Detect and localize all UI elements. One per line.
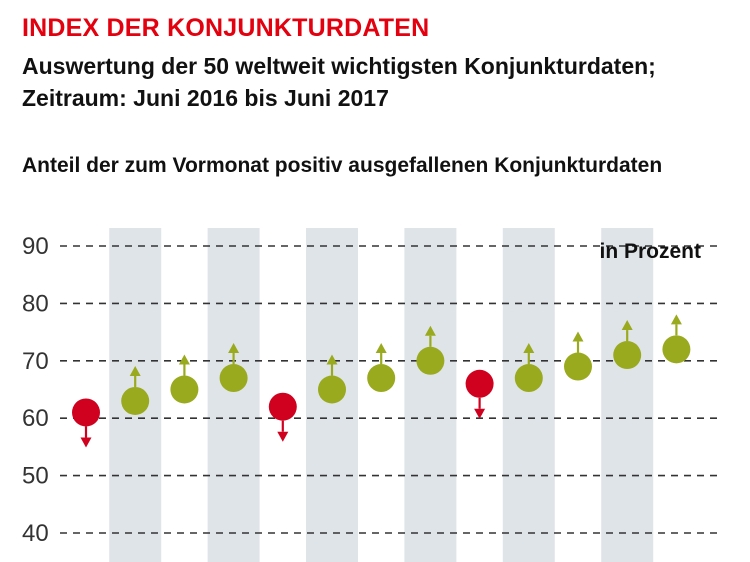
data-point	[564, 331, 592, 381]
column-band	[404, 228, 457, 562]
negative-dot	[465, 369, 494, 398]
positive-dot	[416, 346, 445, 375]
column-band	[601, 228, 654, 562]
y-tick-label: 60	[22, 405, 49, 432]
data-point	[318, 354, 346, 404]
negative-dot	[268, 392, 297, 421]
chart-subtitle: Auswertung der 50 weltweit wichtigsten K…	[22, 50, 656, 114]
arrow-up-icon	[621, 320, 633, 331]
arrow-down-icon	[80, 437, 92, 448]
y-tick-label: 80	[22, 290, 49, 317]
y-tick-label: 90	[22, 233, 49, 260]
negative-dot	[72, 398, 100, 427]
positive-dot	[318, 375, 346, 404]
chart-caption: Anteil der zum Vormonat positiv ausgefal…	[22, 154, 663, 177]
data-point	[170, 354, 199, 404]
positive-dot	[514, 364, 543, 393]
positive-dot	[121, 386, 150, 415]
arrow-up-icon	[424, 325, 436, 336]
y-tick-label: 50	[22, 463, 49, 490]
data-point	[514, 343, 543, 393]
gridlines	[60, 245, 718, 534]
data-point	[268, 392, 297, 442]
positive-dot	[367, 364, 396, 393]
arrow-up-icon	[523, 343, 535, 354]
arrow-up-icon	[572, 331, 584, 342]
column-band	[207, 228, 260, 562]
unit-label: in Prozent	[599, 240, 701, 263]
arrow-up-icon	[228, 343, 240, 354]
positive-dot	[613, 341, 642, 370]
subtitle-line-1: Auswertung der 50 weltweit wichtigsten K…	[22, 53, 656, 79]
data-point	[416, 325, 445, 375]
arrow-up-icon	[375, 343, 387, 354]
arrow-up-icon	[670, 314, 682, 325]
positive-dot	[170, 375, 199, 404]
arrow-down-icon	[277, 431, 289, 442]
subtitle-line-2: Zeitraum: Juni 2016 bis Juni 2017	[22, 85, 389, 111]
data-point	[121, 365, 150, 415]
chart-title: INDEX DER KONJUNKTURDATEN	[22, 14, 430, 42]
data-point	[219, 343, 248, 393]
positive-dot	[662, 335, 691, 364]
data-points	[72, 314, 691, 448]
positive-dot	[564, 352, 592, 381]
data-point	[662, 314, 691, 364]
column-bands	[109, 228, 654, 562]
arrow-up-icon	[326, 354, 338, 365]
column-band	[502, 228, 555, 562]
data-point	[367, 343, 396, 393]
data-point	[465, 369, 494, 419]
y-axis-ticks: 90 80 70 60 50 40	[22, 233, 49, 547]
data-point	[613, 320, 642, 370]
y-tick-label: 40	[22, 520, 49, 547]
arrow-up-icon	[129, 365, 141, 376]
y-tick-label: 70	[22, 348, 49, 375]
arrow-down-icon	[474, 408, 486, 419]
data-point	[72, 398, 100, 448]
arrow-up-icon	[178, 354, 190, 365]
positive-dot	[219, 364, 248, 393]
